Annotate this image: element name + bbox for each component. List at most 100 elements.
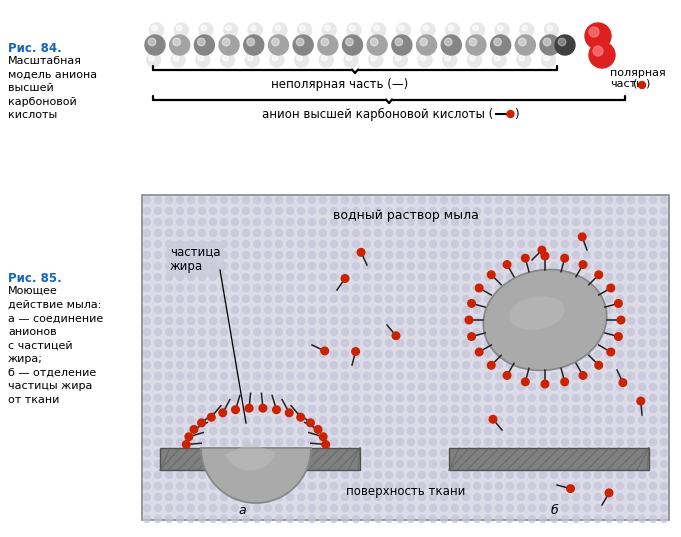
Circle shape (340, 339, 349, 347)
Circle shape (264, 207, 272, 215)
Circle shape (429, 339, 437, 347)
Circle shape (197, 383, 206, 391)
Circle shape (407, 427, 415, 435)
Circle shape (528, 416, 536, 424)
Circle shape (605, 218, 613, 226)
Circle shape (396, 504, 405, 512)
Circle shape (165, 394, 173, 402)
Circle shape (187, 196, 195, 204)
Circle shape (560, 218, 569, 226)
Circle shape (396, 218, 405, 226)
Circle shape (451, 460, 459, 468)
Circle shape (264, 251, 272, 259)
Circle shape (187, 427, 195, 435)
Circle shape (330, 405, 338, 413)
Circle shape (396, 328, 405, 336)
Circle shape (420, 55, 426, 61)
Circle shape (220, 328, 228, 336)
Circle shape (209, 317, 217, 325)
Circle shape (176, 328, 184, 336)
Circle shape (231, 317, 239, 325)
Circle shape (475, 284, 483, 292)
Circle shape (197, 38, 205, 46)
Circle shape (209, 196, 217, 204)
Circle shape (187, 372, 195, 380)
Circle shape (286, 350, 294, 358)
Circle shape (154, 328, 162, 336)
Circle shape (346, 55, 352, 61)
Circle shape (462, 251, 470, 259)
Circle shape (615, 300, 622, 307)
Circle shape (539, 515, 548, 523)
Circle shape (469, 38, 477, 46)
Circle shape (197, 317, 206, 325)
Circle shape (550, 339, 558, 347)
Circle shape (197, 419, 206, 426)
Circle shape (616, 328, 624, 336)
Circle shape (528, 394, 536, 402)
Circle shape (396, 350, 405, 358)
Circle shape (275, 438, 283, 446)
Circle shape (143, 460, 151, 468)
Circle shape (231, 405, 239, 413)
Circle shape (154, 427, 162, 435)
Circle shape (340, 427, 349, 435)
Circle shape (462, 317, 470, 325)
Circle shape (352, 372, 360, 380)
Circle shape (272, 406, 281, 413)
Circle shape (550, 306, 558, 314)
Circle shape (418, 295, 426, 303)
Circle shape (660, 229, 668, 237)
Circle shape (330, 350, 338, 358)
Circle shape (231, 306, 239, 314)
Circle shape (572, 394, 580, 402)
Circle shape (627, 306, 635, 314)
Circle shape (522, 378, 529, 386)
Circle shape (517, 273, 525, 281)
Circle shape (363, 218, 371, 226)
Circle shape (418, 350, 426, 358)
Circle shape (418, 438, 426, 446)
Circle shape (297, 229, 305, 237)
Circle shape (187, 504, 195, 512)
Circle shape (506, 306, 514, 314)
Circle shape (473, 306, 481, 314)
Circle shape (471, 23, 484, 37)
Circle shape (539, 394, 548, 402)
Circle shape (396, 339, 405, 347)
Circle shape (627, 482, 635, 490)
Circle shape (506, 262, 514, 270)
Circle shape (627, 515, 635, 523)
Circle shape (572, 240, 580, 248)
Circle shape (231, 251, 239, 259)
Circle shape (264, 339, 272, 347)
Circle shape (170, 35, 190, 55)
Circle shape (407, 482, 415, 490)
Circle shape (242, 471, 250, 479)
Circle shape (253, 372, 262, 380)
Circle shape (594, 251, 602, 259)
Circle shape (242, 295, 250, 303)
Circle shape (363, 361, 371, 369)
Circle shape (209, 339, 217, 347)
Circle shape (594, 284, 602, 292)
Circle shape (560, 328, 569, 336)
Circle shape (286, 504, 294, 512)
Circle shape (385, 383, 393, 391)
Circle shape (528, 207, 536, 215)
Circle shape (242, 207, 250, 215)
Circle shape (539, 207, 548, 215)
Circle shape (187, 273, 195, 281)
Circle shape (462, 361, 470, 369)
Circle shape (385, 405, 393, 413)
Circle shape (363, 471, 371, 479)
Circle shape (275, 372, 283, 380)
Circle shape (352, 284, 360, 292)
Circle shape (649, 350, 657, 358)
Circle shape (550, 361, 558, 369)
Circle shape (495, 449, 503, 457)
Circle shape (440, 438, 448, 446)
Circle shape (495, 504, 503, 512)
Circle shape (572, 427, 580, 435)
Circle shape (374, 229, 382, 237)
